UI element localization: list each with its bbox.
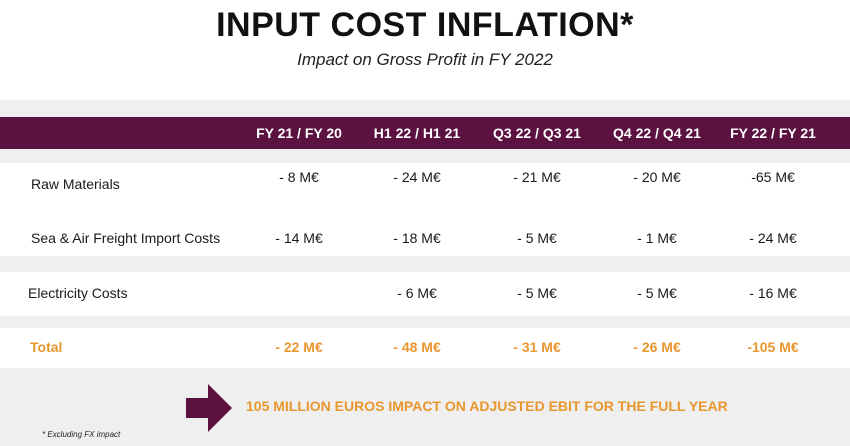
ebit-impact-statement: 105 MILLION EUROS IMPACT ON ADJUSTED EBI… (246, 398, 728, 414)
total-cell: -105 M€ (747, 339, 799, 355)
total-cell: - 31 M€ (513, 339, 561, 355)
page-subtitle: Impact on Gross Profit in FY 2022 (297, 50, 553, 69)
column-header: Q3 22 / Q3 21 (493, 125, 581, 141)
separator-band-3 (0, 316, 850, 328)
table-cell: - 5 M€ (517, 230, 557, 246)
table-cell: - 8 M€ (279, 169, 319, 185)
table-cell: - 5 M€ (637, 285, 677, 301)
table-cell: - 20 M€ (633, 169, 681, 185)
top-band (0, 100, 850, 117)
table-cell: - 24 M€ (749, 230, 797, 246)
column-header: FY 21 / FY 20 (256, 125, 342, 141)
separator-band-1 (0, 149, 850, 163)
total-cell: - 48 M€ (393, 339, 441, 355)
column-header: FY 22 / FY 21 (730, 125, 816, 141)
table-header: FY 21 / FY 20 H1 22 / H1 21 Q3 22 / Q3 2… (0, 117, 850, 149)
table-cell: - 6 M€ (397, 285, 437, 301)
page-title: INPUT COST INFLATION* (216, 6, 634, 44)
table-row-total: Total - 22 M€ - 48 M€ - 31 M€ - 26 M€ -1… (0, 337, 850, 357)
table-cell: - 1 M€ (637, 230, 677, 246)
arrow-right-icon (186, 384, 232, 432)
column-header: Q4 22 / Q4 21 (613, 125, 701, 141)
bottom-band (0, 368, 850, 446)
total-label: Total (30, 339, 63, 355)
footnote: * Excluding FX impact (42, 430, 121, 439)
table-cell: -65 M€ (751, 169, 795, 185)
table-cell: - 16 M€ (749, 285, 797, 301)
row-label: Sea & Air Freight Import Costs (31, 230, 221, 246)
total-cell: - 26 M€ (633, 339, 681, 355)
table-row-raw-materials: Raw Materials - 8 M€ - 24 M€ - 21 M€ - 2… (0, 167, 850, 192)
table-cell: - 24 M€ (393, 169, 441, 185)
table-cell: - 5 M€ (517, 285, 557, 301)
table-cell: - 21 M€ (513, 169, 561, 185)
row-label: Electricity Costs (28, 285, 128, 301)
row-label: Raw Materials (31, 176, 120, 192)
table-cell: - 14 M€ (275, 230, 323, 246)
table-cell: - 18 M€ (393, 230, 441, 246)
table-row-freight: Sea & Air Freight Import Costs - 14 M€ -… (0, 228, 850, 248)
total-cell: - 22 M€ (275, 339, 323, 355)
separator-band-2 (0, 256, 850, 272)
table-row-electricity: Electricity Costs - 6 M€ - 5 M€ - 5 M€ -… (0, 283, 850, 303)
column-header: H1 22 / H1 21 (373, 125, 461, 141)
